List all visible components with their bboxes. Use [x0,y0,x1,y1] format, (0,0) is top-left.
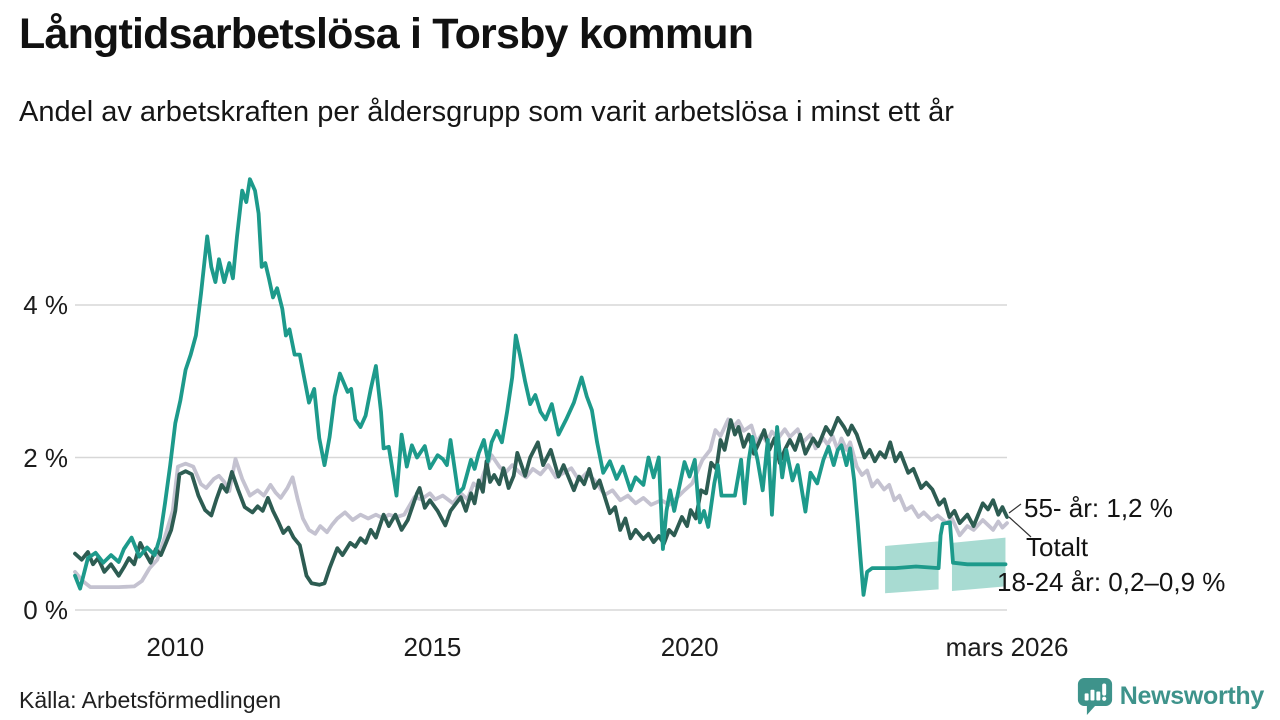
label-series-total: Totalt [1026,532,1089,562]
x-tick-label: 2020 [660,632,719,662]
x-tick-label: mars 2026 [945,632,1069,662]
series-line-55- år [73,415,1009,587]
series-line-18-24 år [73,177,1008,597]
y-tick-label: 0 % [23,595,68,625]
source-credit: Källa: Arbetsförmedlingen [19,687,282,713]
x-tick-label: 2010 [146,632,205,662]
newsworthy-wordmark: Newsworthy [1119,682,1265,710]
chart-subtitle: Andel av arbetskraften per åldersgrupp s… [19,96,954,128]
label-series-55: 55- år: 1,2 % [1024,493,1173,523]
y-tick-label: 4 % [23,290,68,320]
label-series-18-24: 18-24 år: 0,2–0,9 % [997,567,1226,597]
newsworthy-bubble-chart-icon [1077,677,1113,716]
series-line-Totalt [73,417,1009,589]
newsworthy-logo[interactable]: Newsworthy [1077,677,1264,716]
y-tick-label: 2 % [23,442,68,473]
x-tick-label: 2015 [403,632,462,662]
page-title: Långtidsarbetslösa i Torsby kommun [19,10,754,58]
